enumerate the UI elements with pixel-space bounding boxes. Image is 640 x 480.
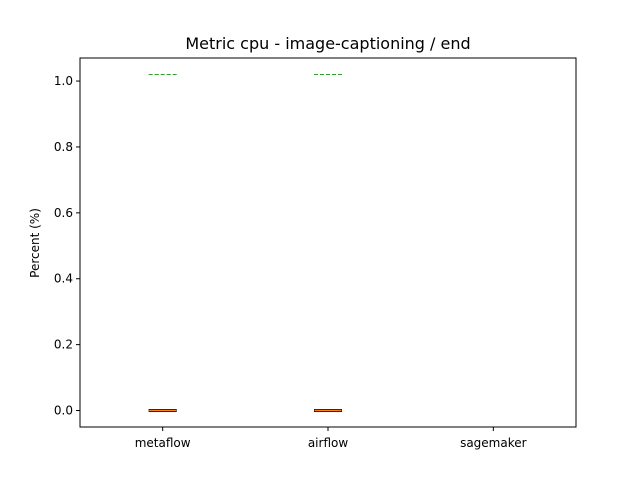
plot-frame: [79, 57, 577, 428]
y-tick-label: 0.2: [54, 338, 73, 352]
x-ticks: metaflow airflow sagemaker: [135, 427, 527, 450]
x-tick-label: airflow: [308, 436, 349, 450]
y-tick-label: 1.0: [54, 74, 73, 88]
y-tick-label: 0.6: [54, 206, 73, 220]
boxplots: [148, 73, 342, 413]
chart-title: Metric cpu - image-captioning / end: [185, 34, 470, 53]
y-tick-label: 0.4: [54, 272, 73, 286]
y-axis-label: Percent (%): [28, 208, 42, 278]
y-tick-label: 0.8: [54, 140, 73, 154]
y-tick-label: 0.0: [54, 404, 73, 418]
x-tick-label: metaflow: [135, 436, 191, 450]
y-ticks: 0.0 0.2 0.4 0.6 0.8 1.0: [54, 74, 80, 418]
x-tick-label: sagemaker: [460, 436, 527, 450]
